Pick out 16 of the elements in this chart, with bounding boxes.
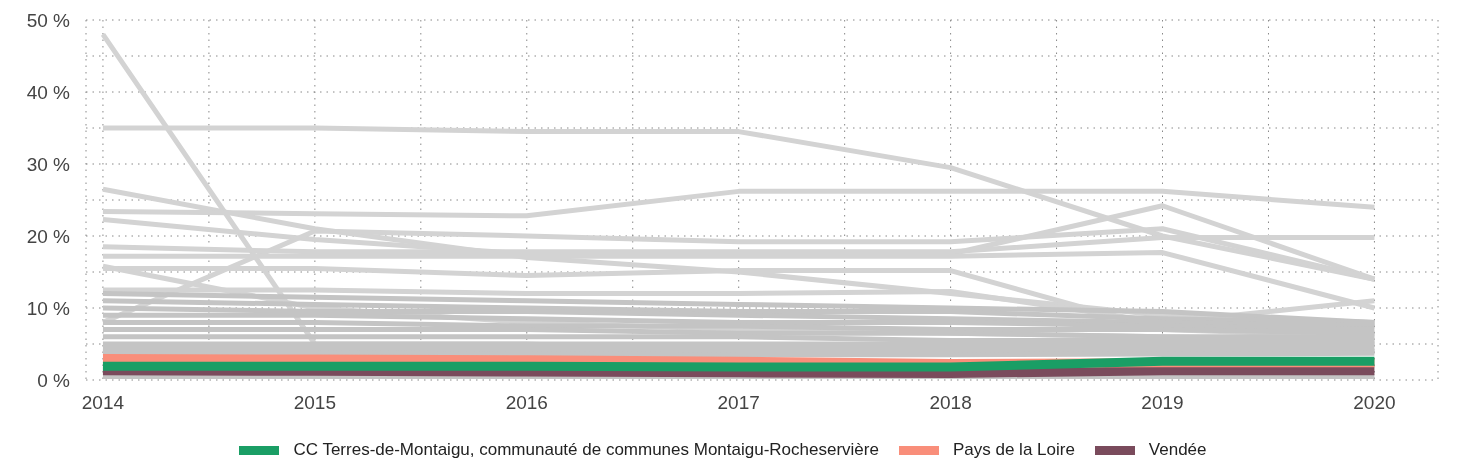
y-tick-label: 40 %	[26, 81, 71, 103]
y-tick-label: 10 %	[26, 297, 71, 319]
x-tick-label: 2019	[1141, 392, 1184, 414]
x-tick-label: 2016	[505, 392, 548, 414]
y-tick-label: 50 %	[26, 9, 71, 31]
x-tick-label: 2017	[717, 392, 760, 414]
x-tick-label: 2018	[929, 392, 972, 414]
x-tick-label: 2020	[1353, 392, 1396, 414]
legend-label: CC Terres-de-Montaigu, communauté de communes Montaigu-Rocheservière	[293, 440, 879, 460]
y-tick-label: 20 %	[26, 225, 71, 247]
y-tick-label: 30 %	[26, 153, 71, 175]
x-tick-label: 2015	[293, 392, 337, 414]
x-tick-label: 2014	[81, 392, 125, 414]
legend-label: Vendée	[1148, 440, 1207, 460]
legend-label: Pays de la Loire	[952, 440, 1075, 460]
y-tick-label: 0 %	[37, 369, 71, 391]
